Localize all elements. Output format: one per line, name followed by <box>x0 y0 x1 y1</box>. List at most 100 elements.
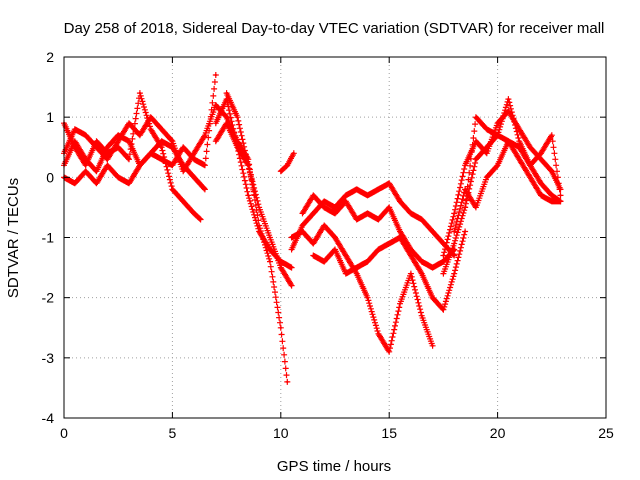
data-point <box>84 170 87 173</box>
data-point <box>192 152 196 155</box>
data-point <box>398 302 402 305</box>
x-tick-label: 25 <box>598 425 614 441</box>
data-point <box>127 121 131 125</box>
data-point <box>431 296 434 299</box>
data-point <box>431 230 434 233</box>
data-point <box>301 230 304 233</box>
data-point <box>442 254 445 257</box>
data-point <box>247 194 250 197</box>
data-point <box>539 194 543 197</box>
data-point <box>528 176 532 179</box>
series-track-1 <box>61 72 219 175</box>
data-point <box>420 314 423 317</box>
x-tick-label: 5 <box>169 425 177 441</box>
series-markers <box>288 222 436 355</box>
data-point <box>73 146 77 149</box>
data-point <box>301 224 304 227</box>
axis-ticks: 0 5 10 15 20 25 -4 -3 -2 -1 0 1 2 <box>42 49 614 441</box>
data-point <box>518 128 521 131</box>
data-point <box>463 188 467 191</box>
data-point <box>117 146 120 149</box>
data-point <box>138 134 142 137</box>
data-point <box>398 236 402 239</box>
series-track-7 <box>223 90 295 289</box>
data-point <box>366 212 369 215</box>
series-track-14 <box>440 96 564 277</box>
data-point <box>279 326 282 329</box>
data-point <box>322 200 326 203</box>
data-point <box>106 164 109 167</box>
data-point <box>290 266 293 269</box>
data-point <box>95 182 98 185</box>
data-point <box>344 254 348 257</box>
data-point <box>333 212 337 215</box>
data-point <box>420 218 423 221</box>
series-markers <box>212 102 291 385</box>
data-point <box>312 212 315 215</box>
data-point <box>214 121 217 125</box>
data-point <box>286 164 289 167</box>
data-point <box>377 188 380 191</box>
data-point <box>253 194 256 197</box>
series-markers <box>440 108 564 259</box>
data-point <box>453 230 456 233</box>
data-point <box>485 152 488 155</box>
data-point <box>214 140 217 143</box>
data-point <box>171 140 174 143</box>
data-point <box>247 164 250 167</box>
data-point <box>518 158 521 161</box>
data-point <box>442 308 445 311</box>
data-point <box>453 272 456 275</box>
data-point <box>496 134 499 137</box>
data-point <box>559 200 562 203</box>
data-point <box>192 212 196 215</box>
data-point <box>127 158 131 161</box>
data-point <box>106 152 109 155</box>
data-point <box>149 152 152 155</box>
grid-lines <box>64 57 606 418</box>
data-point <box>322 206 326 209</box>
data-point <box>106 146 109 149</box>
data-point <box>73 128 77 131</box>
data-point <box>236 115 239 119</box>
data-point <box>474 140 478 143</box>
data-point <box>442 272 445 275</box>
data-point <box>290 236 293 239</box>
series-track-9 <box>277 150 297 175</box>
data-point <box>225 91 228 95</box>
series-track-16 <box>451 132 564 235</box>
data-point <box>203 188 207 191</box>
data-point <box>73 182 77 185</box>
data-point <box>388 182 391 185</box>
data-point <box>518 140 521 143</box>
data-point <box>95 170 98 173</box>
data-point <box>268 260 272 263</box>
x-axis-title: GPS time / hours <box>277 458 391 475</box>
data-point <box>214 73 217 77</box>
data-point <box>290 284 293 287</box>
x-tick-label: 20 <box>490 425 506 441</box>
data-point <box>474 158 478 161</box>
data-point <box>453 242 456 245</box>
data-point <box>355 218 358 221</box>
data-point <box>507 97 510 101</box>
data-point <box>312 254 315 257</box>
data-point <box>257 206 261 209</box>
series-track-5 <box>212 102 291 385</box>
data-point <box>182 170 185 173</box>
data-point <box>431 344 434 347</box>
data-point <box>292 152 296 155</box>
data-point <box>333 206 337 209</box>
data-point <box>463 164 467 167</box>
data-point <box>453 212 456 215</box>
series-markers <box>440 96 564 277</box>
data-point <box>117 140 120 143</box>
data-point <box>279 266 282 269</box>
data-point <box>312 194 315 197</box>
data-point <box>333 236 337 239</box>
data-point <box>539 158 543 161</box>
y-tick-label: 2 <box>46 49 54 65</box>
data-point <box>214 103 217 107</box>
data-point <box>463 230 467 233</box>
data-point <box>420 260 423 263</box>
